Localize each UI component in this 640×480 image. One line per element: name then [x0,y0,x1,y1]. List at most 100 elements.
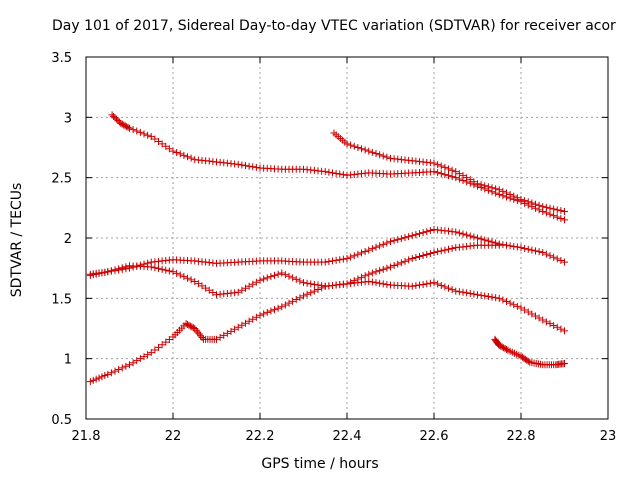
data-point [532,247,539,255]
data-point [470,233,478,241]
data-point [379,240,387,248]
data-point [267,307,275,315]
data-point [405,233,413,241]
data-point [182,320,190,328]
data-point [412,282,420,290]
data-points [86,111,568,386]
data-point [209,289,217,297]
data-point [98,269,106,277]
data-point [535,248,543,256]
data-point [234,160,242,168]
data-point [455,229,463,237]
data-point [416,253,423,261]
data-point [263,308,271,316]
data-point [495,186,503,194]
data-point [437,247,445,255]
data-point [368,148,376,156]
data-point [528,199,536,207]
data-point [557,257,565,265]
data-point [86,378,94,386]
x-tick-label: 22 [165,429,182,444]
y-axis-label: SDTVAR / TECUs [9,182,25,298]
data-point [115,265,123,273]
data-point [260,275,268,283]
data-point [336,170,344,178]
data-point [260,310,268,318]
data-point [151,346,159,354]
data-point [343,255,351,263]
data-point [285,299,293,307]
data-point [445,165,452,173]
data-point [223,329,231,337]
data-point [426,227,434,235]
data-point [477,235,485,243]
data-point [281,271,289,279]
data-point [173,149,181,157]
data-point [187,154,195,162]
data-point [561,359,568,367]
data-point [126,124,133,132]
data-point [550,321,558,329]
data-point [383,264,391,272]
data-point [140,353,148,361]
data-point [510,301,518,309]
data-point [419,280,427,288]
data-point [365,147,373,155]
data-point [488,293,496,301]
data-point [158,140,166,148]
data-point [423,228,431,236]
data-point [271,271,278,279]
data-point [104,268,112,276]
data-point [249,315,257,323]
data-point [497,342,505,350]
data-point [474,180,481,188]
data-point [463,231,471,239]
data-point [405,256,413,264]
y-tick-label: 3 [64,111,72,126]
data-point [524,245,532,253]
data-point [227,327,235,335]
data-point [539,248,547,256]
data-point [463,174,471,182]
data-point [441,246,449,254]
data-point [354,250,362,258]
data-point [238,321,246,329]
data-point [303,290,311,298]
data-point [387,238,394,246]
data-point [278,269,286,277]
data-point [535,201,543,209]
data-point [423,280,431,288]
data-point [95,270,103,278]
data-point [118,364,126,372]
data-point [296,294,304,302]
data-point [550,205,558,213]
data-point [481,182,489,190]
data-point [120,121,128,129]
data-point [561,258,568,266]
data-point [477,291,485,299]
data-point [242,319,249,327]
data-point [408,232,416,240]
y-tick-label: 1 [64,353,72,368]
data-point [289,274,297,282]
data-point [495,241,503,249]
data-point [501,345,509,353]
data-point [187,276,195,284]
data-point [513,302,521,310]
data-point [307,280,315,288]
data-point [151,135,159,143]
data-point [553,213,561,221]
data-point [126,361,133,369]
data-point [198,282,206,290]
data-point [397,259,405,267]
data-point [129,359,137,367]
data-point [492,294,500,302]
data-point [252,278,260,286]
data-point [437,162,445,170]
data-point [354,275,362,283]
data-point [503,298,510,306]
data-point [339,255,347,263]
data-point [517,244,525,252]
data-point [347,141,355,149]
data-point [321,168,329,176]
